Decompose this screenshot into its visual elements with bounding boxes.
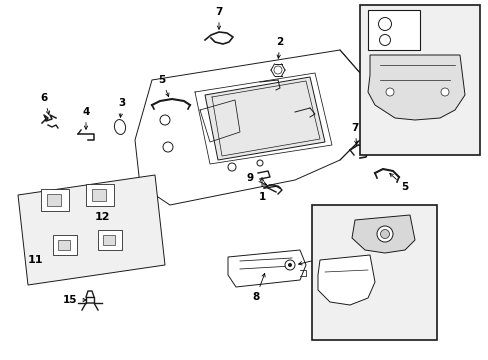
Ellipse shape xyxy=(385,88,393,96)
Text: 12: 12 xyxy=(94,212,109,222)
Ellipse shape xyxy=(288,264,291,266)
Bar xyxy=(41,189,69,211)
Polygon shape xyxy=(351,215,414,253)
Text: 4: 4 xyxy=(82,107,89,129)
Text: 16: 16 xyxy=(366,327,382,337)
Bar xyxy=(86,184,114,206)
Ellipse shape xyxy=(378,18,391,31)
Text: 5: 5 xyxy=(389,174,408,192)
Text: 2: 2 xyxy=(276,37,283,58)
Text: 15: 15 xyxy=(62,295,86,305)
Ellipse shape xyxy=(160,115,170,125)
Text: 1: 1 xyxy=(258,178,265,202)
Polygon shape xyxy=(367,55,464,120)
Text: 6: 6 xyxy=(41,93,49,114)
Text: 10: 10 xyxy=(298,252,335,265)
Bar xyxy=(47,194,61,206)
Ellipse shape xyxy=(440,88,448,96)
Bar xyxy=(58,240,70,250)
Bar xyxy=(92,189,106,201)
Text: 7: 7 xyxy=(350,123,358,144)
Polygon shape xyxy=(135,50,374,205)
Ellipse shape xyxy=(114,120,125,134)
Text: 7: 7 xyxy=(215,7,222,29)
Bar xyxy=(98,230,122,250)
Polygon shape xyxy=(204,77,325,160)
Polygon shape xyxy=(317,255,374,305)
Ellipse shape xyxy=(285,260,294,270)
Bar xyxy=(359,5,479,155)
Text: 18: 18 xyxy=(340,225,379,235)
Ellipse shape xyxy=(380,230,389,239)
Bar xyxy=(367,10,419,50)
Text: 17: 17 xyxy=(310,286,343,300)
Text: 5: 5 xyxy=(158,75,168,96)
Polygon shape xyxy=(227,250,305,287)
Ellipse shape xyxy=(376,226,392,242)
Text: 11: 11 xyxy=(27,255,42,265)
Text: 14: 14 xyxy=(401,27,434,37)
Text: 3: 3 xyxy=(118,98,125,117)
Text: 9: 9 xyxy=(246,173,266,185)
Bar xyxy=(311,205,436,340)
Ellipse shape xyxy=(257,160,263,166)
Ellipse shape xyxy=(163,142,173,152)
Polygon shape xyxy=(18,175,164,285)
Bar xyxy=(103,235,115,245)
Ellipse shape xyxy=(227,163,236,171)
Text: 13: 13 xyxy=(407,140,422,150)
Ellipse shape xyxy=(273,66,282,74)
Ellipse shape xyxy=(379,35,390,45)
Bar xyxy=(53,235,77,255)
Text: 8: 8 xyxy=(252,274,264,302)
